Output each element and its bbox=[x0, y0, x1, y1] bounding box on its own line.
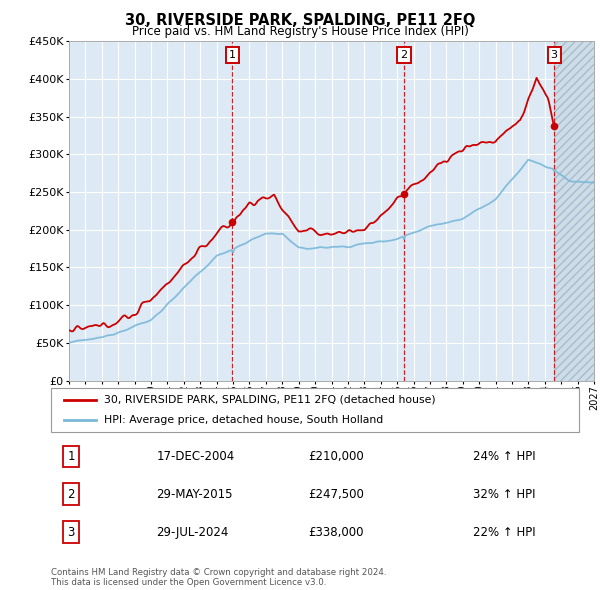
Text: 30, RIVERSIDE PARK, SPALDING, PE11 2FQ (detached house): 30, RIVERSIDE PARK, SPALDING, PE11 2FQ (… bbox=[104, 395, 436, 405]
Text: 29-JUL-2024: 29-JUL-2024 bbox=[157, 526, 229, 539]
Bar bbox=[554, 41, 594, 381]
Text: 1: 1 bbox=[229, 50, 236, 60]
Text: 30, RIVERSIDE PARK, SPALDING, PE11 2FQ: 30, RIVERSIDE PARK, SPALDING, PE11 2FQ bbox=[125, 13, 475, 28]
Text: HPI: Average price, detached house, South Holland: HPI: Average price, detached house, Sout… bbox=[104, 415, 383, 425]
Text: 1: 1 bbox=[67, 450, 75, 463]
Text: 3: 3 bbox=[551, 50, 557, 60]
FancyBboxPatch shape bbox=[51, 388, 579, 432]
Text: 32% ↑ HPI: 32% ↑ HPI bbox=[473, 487, 536, 501]
Text: 17-DEC-2004: 17-DEC-2004 bbox=[157, 450, 235, 463]
Text: Price paid vs. HM Land Registry's House Price Index (HPI): Price paid vs. HM Land Registry's House … bbox=[131, 25, 469, 38]
Text: Contains HM Land Registry data © Crown copyright and database right 2024.
This d: Contains HM Land Registry data © Crown c… bbox=[51, 568, 386, 587]
Text: 22% ↑ HPI: 22% ↑ HPI bbox=[473, 526, 536, 539]
Text: 29-MAY-2015: 29-MAY-2015 bbox=[157, 487, 233, 501]
Text: £247,500: £247,500 bbox=[308, 487, 364, 501]
Text: £338,000: £338,000 bbox=[308, 526, 364, 539]
Text: £210,000: £210,000 bbox=[308, 450, 364, 463]
Text: 2: 2 bbox=[400, 50, 407, 60]
Text: 2: 2 bbox=[67, 487, 75, 501]
Text: 3: 3 bbox=[67, 526, 75, 539]
Text: 24% ↑ HPI: 24% ↑ HPI bbox=[473, 450, 536, 463]
